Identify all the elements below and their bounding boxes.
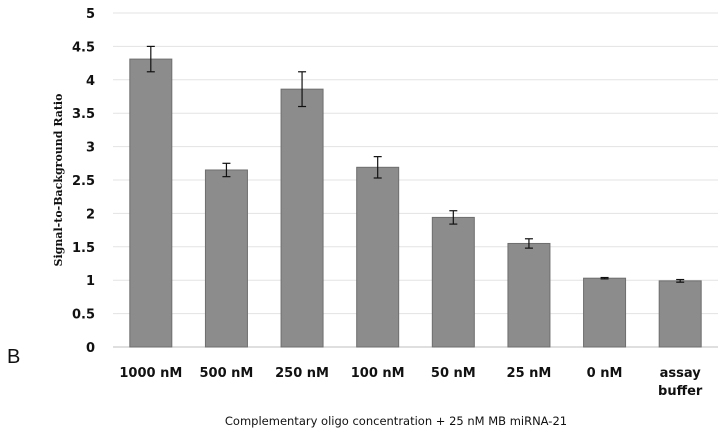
bars	[129, 58, 702, 348]
x-tick-label: 25 nM	[507, 366, 552, 381]
bar	[507, 242, 551, 348]
error-bars	[146, 45, 685, 283]
x-tick-label: 0 nM	[587, 366, 623, 381]
y-tick-label: 0.5	[72, 308, 95, 323]
x-axis-label: Complementary oligo concentration + 25 n…	[225, 414, 567, 428]
error-bar	[449, 210, 458, 225]
x-tick-label: 1000 nM	[119, 366, 182, 381]
y-tick-label: 1	[86, 274, 95, 289]
bar	[583, 277, 627, 348]
y-tick-label: 5	[86, 7, 95, 22]
y-axis-label: Signal-to-Background Ratio	[52, 94, 65, 267]
error-bar	[298, 71, 307, 108]
error-bar	[222, 162, 231, 178]
error-bar	[600, 276, 609, 280]
error-bar	[676, 278, 685, 283]
error-bar	[146, 45, 155, 73]
error-bar	[373, 156, 382, 179]
x-tick-label: 100 nM	[351, 366, 405, 381]
bar	[129, 58, 173, 348]
y-tick-label: 0	[86, 341, 95, 356]
bar	[356, 166, 400, 348]
x-tick-label: assay buffer	[658, 366, 703, 399]
y-tick-label: 2	[86, 207, 95, 222]
gridlines	[113, 12, 718, 348]
y-tick-label: 2.5	[72, 174, 95, 189]
panel-label: B	[7, 346, 20, 368]
y-tick-labels: 0 0.5 1 1.5 2 2.5 3 3.5 4 4.5 5	[72, 7, 95, 356]
x-tick-labels: 1000 nM 500 nM 250 nM 100 nM 50 nM 25 nM 0 nM a…	[119, 366, 703, 399]
error-bar	[524, 238, 533, 249]
bar	[280, 88, 324, 348]
y-tick-label: 4.5	[72, 40, 95, 55]
bar	[204, 169, 248, 348]
y-tick-label: 1.5	[72, 241, 95, 256]
y-tick-label: 4	[86, 74, 95, 89]
x-tick-label: 250 nM	[275, 366, 329, 381]
bar	[658, 280, 702, 348]
x-tick-label: 500 nM	[200, 366, 254, 381]
y-tick-label: 3	[86, 141, 95, 156]
x-tick-label: 50 nM	[431, 366, 476, 381]
y-tick-label: 3.5	[72, 107, 95, 122]
bar	[431, 216, 475, 348]
